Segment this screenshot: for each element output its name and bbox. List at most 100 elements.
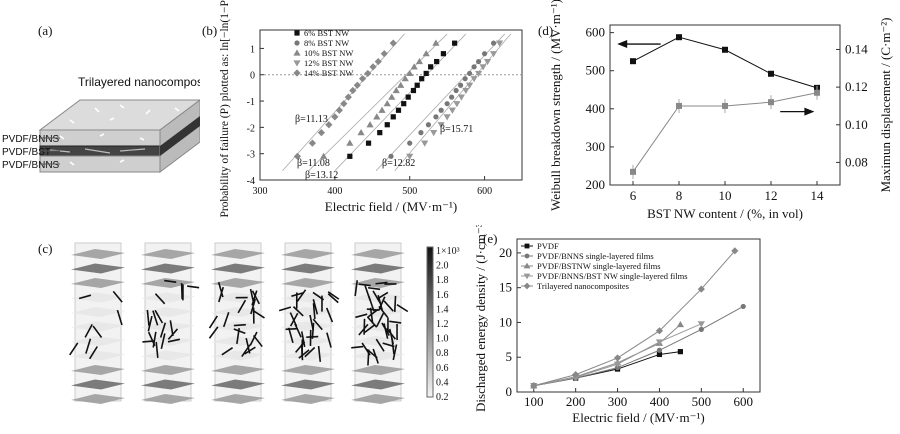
data-point (449, 95, 454, 100)
nanowire (302, 344, 303, 360)
data-point (428, 64, 433, 69)
data-point-displacement (722, 103, 728, 109)
data-point (423, 50, 430, 56)
data-point (491, 41, 496, 46)
data-point (434, 59, 439, 64)
layer-label-middle: PVDF/BST (2, 147, 51, 158)
panel-a-label: (a) (38, 23, 52, 38)
data-point (430, 130, 437, 136)
data-point (357, 129, 364, 135)
panel-a: (a) Trilayered nanocomposite PVDF/BNNS P… (0, 0, 200, 220)
data-point (444, 114, 451, 120)
y-tick-label: 400 (586, 101, 606, 116)
nanowire (234, 325, 246, 326)
beta-annotation: β=11.08 (297, 158, 330, 169)
beta-annotation: β=12.82 (382, 158, 415, 169)
trilayer-title: Trilayered nanocomposite (78, 75, 200, 89)
x-tick-label: 500 (402, 186, 417, 197)
data-point (347, 154, 352, 159)
colorbar-tick-label: 1.2 (436, 319, 449, 330)
y-right-tick-label: 0.10 (845, 117, 868, 132)
data-point (359, 75, 366, 82)
x-tick-label: 8 (676, 188, 683, 203)
y-tick-label: -4 (247, 176, 255, 187)
data-point (614, 354, 621, 361)
colorbar-tick-label: 0.8 (436, 348, 449, 359)
x-tick-label: 300 (608, 394, 628, 409)
legend-marker (293, 60, 300, 66)
data-point (309, 140, 316, 147)
x-axis-label: Electric field / (MV·m⁻¹) (325, 199, 457, 214)
beta-annotation: β=13.12 (305, 170, 338, 181)
data-point (463, 76, 468, 81)
y-tick-label: 300 (586, 139, 606, 154)
legend-label: 6% BST NW (304, 28, 349, 38)
data-point (433, 114, 438, 119)
data-point (364, 70, 371, 77)
data-point-displacement (814, 90, 820, 96)
data-point (454, 88, 459, 93)
x-tick-label: 600 (733, 394, 753, 409)
x-tick-label: 100 (524, 394, 544, 409)
data-point (377, 130, 382, 135)
y-right-tick-label: 0.14 (845, 41, 868, 56)
data-point-breakdown (630, 58, 636, 64)
y-tick-label: 1 (250, 44, 255, 55)
data-point (421, 141, 428, 147)
y-tick-label: 0 (506, 384, 513, 399)
data-point-breakdown (768, 71, 774, 77)
data-point (458, 83, 463, 88)
data-point (340, 100, 347, 107)
data-point (677, 321, 684, 327)
arrow-right-head (804, 108, 814, 116)
legend-marker (525, 254, 530, 259)
x-tick-label: 12 (765, 188, 778, 203)
data-point (366, 121, 373, 127)
data-point (698, 321, 705, 327)
data-point (453, 101, 460, 107)
legend-label: Trilayered nanocomposites (537, 281, 629, 291)
x-tick-label: 6 (630, 188, 637, 203)
legend-marker (294, 40, 299, 45)
colorbar-tick-label: 0.2 (436, 392, 449, 403)
y-tick-label: -1 (247, 97, 255, 108)
legend-label: PVDF/BNNS/BST NW single-layered films (537, 271, 688, 281)
layer-label-bottom: PVDF/BNNS (2, 160, 60, 171)
legend-marker (294, 30, 299, 35)
data-point-displacement (630, 169, 636, 175)
data-point (411, 88, 416, 93)
data-point (424, 71, 429, 76)
layer-label-top: PVDF/BNNS (2, 134, 60, 145)
data-point (452, 41, 457, 46)
nanowire (286, 329, 298, 330)
data-point (490, 51, 497, 57)
legend-marker (525, 244, 530, 249)
legend-label: 14% BST NW (304, 68, 353, 78)
y-tick-label: 20 (499, 245, 512, 260)
series-line-breakdown (633, 37, 817, 88)
colorbar (427, 247, 433, 397)
colorbar-tick-label: 2.0 (436, 261, 449, 272)
series-line (534, 306, 743, 385)
data-point (415, 83, 420, 88)
data-point (657, 348, 662, 353)
colorbar-tick-label: 0.4 (436, 377, 449, 388)
nanowire (367, 309, 379, 310)
y-tick-label: 5 (506, 349, 513, 364)
data-point (441, 51, 446, 56)
nanowire (182, 283, 183, 299)
x-tick-label: 200 (566, 394, 586, 409)
data-point (401, 101, 406, 106)
x-axis-label: BST NW content / (%, in vol) (647, 206, 803, 221)
data-point (369, 63, 376, 70)
legend-marker (293, 69, 300, 76)
data-point (378, 107, 385, 113)
nanowire (368, 350, 369, 366)
data-point-displacement (676, 103, 682, 109)
